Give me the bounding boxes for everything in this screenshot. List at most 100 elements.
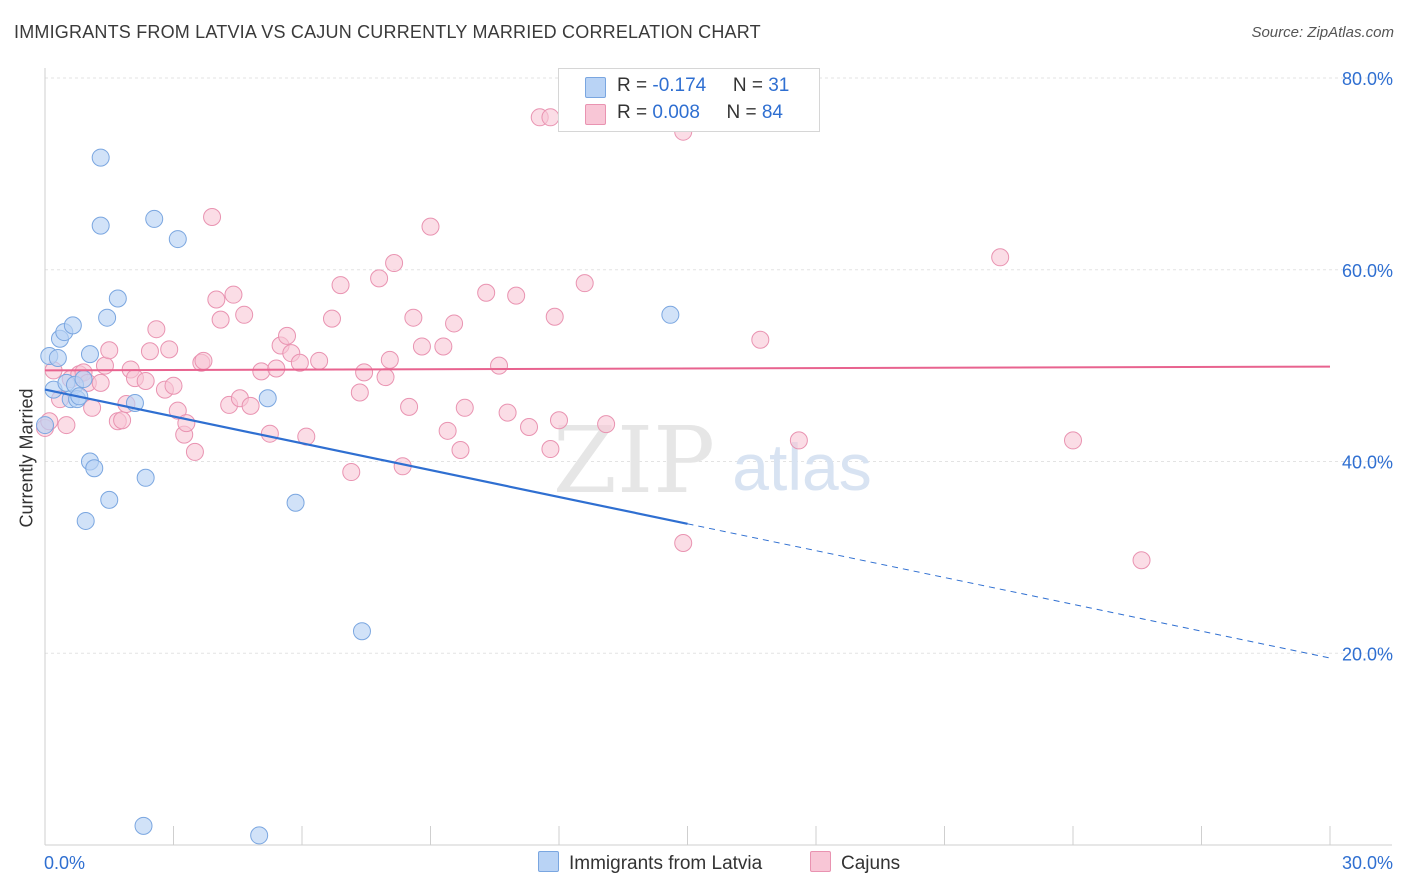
y-tick-label: 20.0% bbox=[1342, 644, 1393, 664]
latvia-points bbox=[36, 148, 680, 845]
latvia-n-value: 31 bbox=[768, 75, 790, 96]
cajun-point bbox=[674, 533, 693, 552]
latvia-trend-line bbox=[44, 388, 688, 525]
cajun-point bbox=[147, 320, 166, 339]
cajun-r-label: R = bbox=[617, 102, 653, 123]
latvia-point bbox=[80, 345, 99, 364]
y-tick-label: 80.0% bbox=[1342, 69, 1393, 89]
cajun-point bbox=[1064, 431, 1082, 450]
cajun-point bbox=[1132, 551, 1151, 570]
cajun-point bbox=[520, 417, 539, 436]
cajun-point bbox=[252, 362, 271, 381]
cajun-point bbox=[164, 376, 183, 395]
cajun-point bbox=[789, 431, 808, 450]
latvia-point bbox=[168, 230, 187, 249]
latvia-point bbox=[74, 370, 93, 389]
cajun-point bbox=[438, 421, 457, 440]
cajun-point bbox=[376, 368, 395, 387]
chart-title: IMMIGRANTS FROM LATVIA VS CAJUN CURRENTL… bbox=[14, 22, 761, 42]
x-tick-label-min: 0.0% bbox=[44, 853, 85, 873]
cajun-point bbox=[477, 283, 496, 302]
latvia-point bbox=[352, 622, 371, 641]
cajun-point bbox=[751, 330, 770, 349]
watermark-zip: ZIP bbox=[553, 407, 715, 514]
cajun-point bbox=[355, 363, 374, 382]
bottom-cajun-swatch bbox=[810, 851, 831, 872]
latvia-r-label: R = bbox=[617, 75, 653, 96]
cajun-point bbox=[445, 314, 464, 333]
source-credit: Source: ZipAtlas.com bbox=[1251, 24, 1394, 41]
cajun-point bbox=[451, 440, 470, 459]
cajun-point bbox=[545, 307, 564, 326]
x-tick-label-max: 30.0% bbox=[1342, 853, 1393, 873]
cajun-swatch bbox=[585, 104, 606, 125]
latvia-point bbox=[286, 493, 305, 512]
latvia-point bbox=[91, 216, 110, 235]
cajun-point bbox=[575, 274, 594, 293]
cajun-n-value: 84 bbox=[761, 102, 783, 123]
latvia-point bbox=[48, 348, 67, 367]
cajun-point bbox=[310, 351, 329, 370]
latvia-n-label: N = bbox=[732, 75, 769, 96]
cajun-point bbox=[380, 350, 399, 369]
cajun-point bbox=[342, 463, 361, 482]
cajun-point bbox=[185, 442, 204, 461]
cajun-point bbox=[541, 108, 560, 127]
cajun-point bbox=[57, 416, 76, 435]
bottom-latvia-swatch bbox=[538, 851, 559, 872]
cajun-point bbox=[207, 290, 226, 309]
cajun-point bbox=[278, 326, 297, 345]
cajun-point bbox=[412, 337, 431, 356]
cajun-point bbox=[100, 341, 119, 360]
cajun-point bbox=[507, 286, 526, 305]
latvia-point bbox=[36, 416, 54, 435]
cajun-point bbox=[550, 411, 568, 430]
grid-lines bbox=[45, 77, 1392, 654]
cajun-point bbox=[267, 359, 286, 378]
cajun-point bbox=[400, 397, 419, 416]
cajun-point bbox=[404, 308, 423, 327]
cajun-r-value: 0.008 bbox=[652, 102, 700, 123]
cajun-point bbox=[95, 356, 114, 375]
cajun-point bbox=[203, 208, 222, 227]
cajun-point bbox=[235, 305, 254, 324]
cajun-point bbox=[194, 351, 213, 370]
cajun-point bbox=[260, 424, 279, 443]
cajun-point bbox=[350, 383, 369, 402]
latvia-point bbox=[76, 511, 95, 530]
cajun-point bbox=[597, 415, 616, 434]
cajun-point bbox=[385, 254, 404, 273]
y-tick-label: 40.0% bbox=[1342, 453, 1393, 473]
latvia-point bbox=[145, 209, 164, 228]
cajun-n-label: N = bbox=[726, 102, 762, 123]
cajun-trend-line bbox=[44, 365, 1331, 372]
cajun-point bbox=[211, 310, 230, 329]
cajun-point bbox=[136, 371, 155, 390]
correlation-legend: R = -0.174 N = 31 R = 0.008 N = 84 bbox=[558, 68, 820, 132]
trend-lines bbox=[44, 365, 1331, 659]
y-tick-label: 60.0% bbox=[1342, 261, 1393, 281]
latvia-point bbox=[100, 490, 119, 509]
cajun-point bbox=[224, 285, 243, 304]
latvia-point bbox=[134, 816, 153, 835]
bottom-legend-latvia: Immigrants from Latvia bbox=[538, 851, 762, 875]
cajun-point bbox=[370, 269, 389, 288]
bottom-cajun-label: Cajuns bbox=[841, 853, 901, 874]
cajun-point bbox=[290, 353, 309, 372]
latvia-point bbox=[91, 148, 110, 167]
tick-labels: 20.0% 40.0% 60.0% 80.0% 0.0% 30.0% bbox=[44, 69, 1393, 873]
cajun-point bbox=[421, 217, 440, 236]
latvia-point bbox=[98, 308, 117, 327]
cajun-point bbox=[160, 340, 179, 359]
bottom-latvia-label: Immigrants from Latvia bbox=[569, 853, 763, 874]
latvia-point bbox=[85, 459, 104, 478]
latvia-point bbox=[136, 468, 155, 487]
cajun-point bbox=[455, 398, 474, 417]
latvia-swatch bbox=[585, 77, 606, 98]
cajun-point bbox=[331, 276, 350, 295]
latvia-point bbox=[661, 305, 680, 324]
latvia-point bbox=[63, 316, 82, 335]
cajun-point bbox=[434, 337, 453, 356]
cajun-point bbox=[541, 440, 560, 459]
